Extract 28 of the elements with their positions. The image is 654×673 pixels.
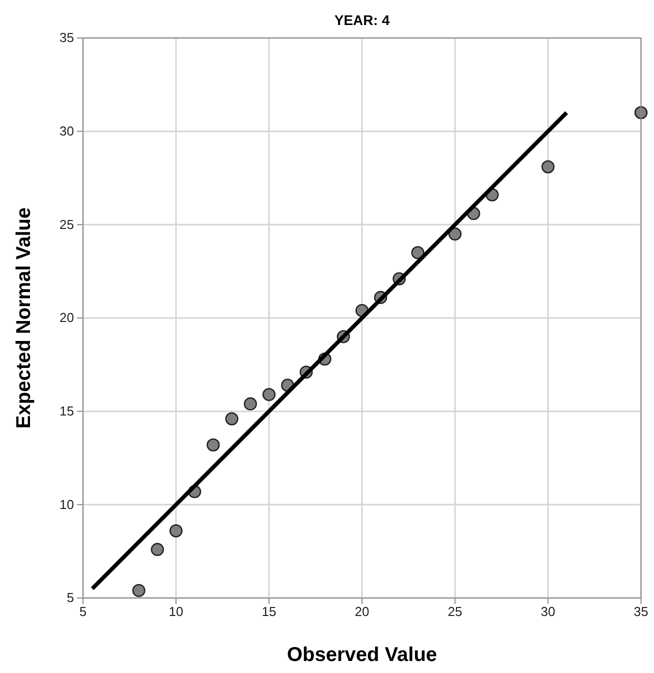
x-tick-label: 5 [79, 604, 87, 620]
x-tick-label: 25 [448, 604, 462, 620]
y-tick-label: 5 [66, 590, 74, 606]
point [244, 397, 257, 410]
y-tick-label: 20 [60, 310, 74, 326]
point [150, 542, 164, 556]
x-tick-label: 35 [634, 604, 648, 620]
x-tick-label: 10 [168, 604, 184, 620]
y-tick-label: 25 [60, 216, 74, 232]
y-tick-label: 30 [60, 123, 74, 138]
point [448, 227, 462, 241]
y-axis-title: Expected Normal Value [13, 207, 35, 429]
point [411, 246, 424, 260]
point [634, 106, 648, 120]
point [262, 388, 276, 402]
point [132, 584, 146, 598]
y-tick-label: 15 [60, 403, 74, 418]
x-tick-label: 20 [354, 604, 370, 620]
x-tick-label: 15 [262, 604, 276, 620]
y-tick-label: 35 [60, 30, 74, 46]
point [206, 438, 220, 452]
point [541, 160, 555, 174]
x-axis-title: Observed Value [286, 644, 438, 666]
x-tick-label: 30 [540, 604, 556, 620]
point [225, 412, 238, 426]
y-tick-label: 10 [60, 496, 74, 512]
point [169, 524, 183, 538]
chart-title: YEAR: 4 [334, 12, 390, 28]
